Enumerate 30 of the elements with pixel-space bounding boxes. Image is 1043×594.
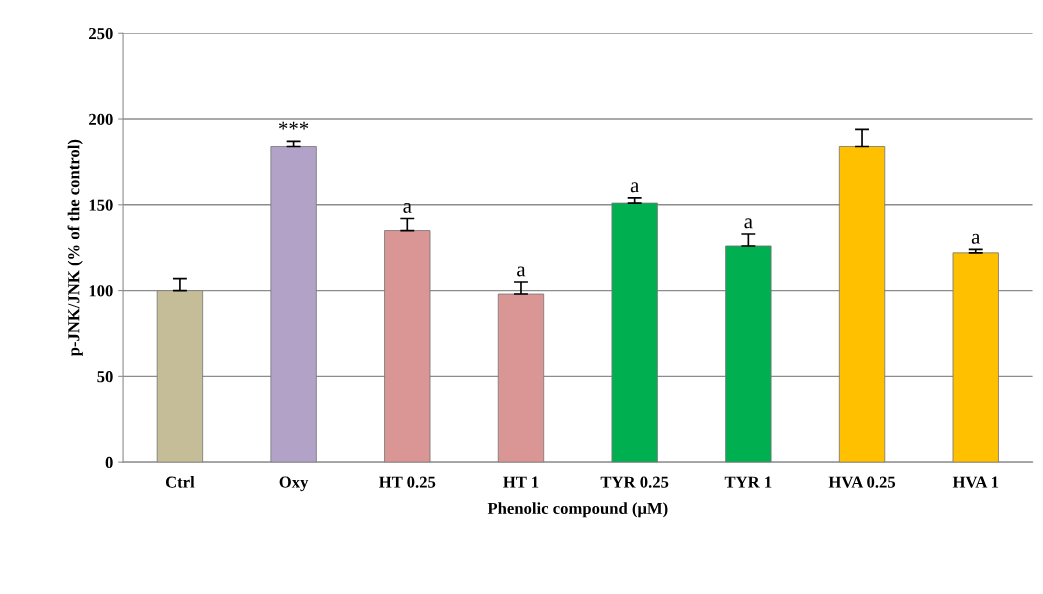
x-tick-label: TYR 0.25 — [600, 476, 669, 488]
y-tick-label: 250 — [89, 27, 113, 40]
x-tick-label: TYR 1 — [724, 476, 772, 488]
x-tick-label: Oxy — [279, 476, 309, 492]
x-axis-title: Phenolic compound (μM) — [487, 502, 668, 518]
y-tick-label: 50 — [97, 371, 113, 383]
y-tick-label: 200 — [89, 113, 113, 125]
annotation: *** — [279, 121, 309, 130]
bar — [384, 230, 431, 463]
bar — [270, 146, 317, 463]
annotation: a — [403, 202, 412, 213]
y-tick-label: 150 — [89, 199, 113, 211]
bar — [156, 290, 204, 463]
annotation: a — [744, 218, 753, 229]
bar — [838, 146, 886, 463]
y-tick-label: 100 — [89, 285, 113, 297]
x-tick-label: HVA 1 — [952, 476, 999, 488]
x-tick-label: HT 0.25 — [379, 476, 436, 488]
annotation: a — [517, 266, 526, 277]
annotation: a — [630, 182, 639, 193]
annotation: a — [971, 233, 981, 244]
bar — [611, 202, 658, 463]
bar — [725, 245, 772, 463]
bar — [497, 293, 545, 463]
bar — [952, 252, 999, 463]
y-tick-label: 0 — [105, 456, 113, 469]
x-tick-label: HT 1 — [503, 476, 539, 488]
x-tick-label: HVA 0.25 — [828, 476, 896, 488]
y-axis-title: p-JNK/JNK (% of the control) — [67, 139, 83, 357]
x-tick-label: Ctrl — [165, 476, 195, 488]
